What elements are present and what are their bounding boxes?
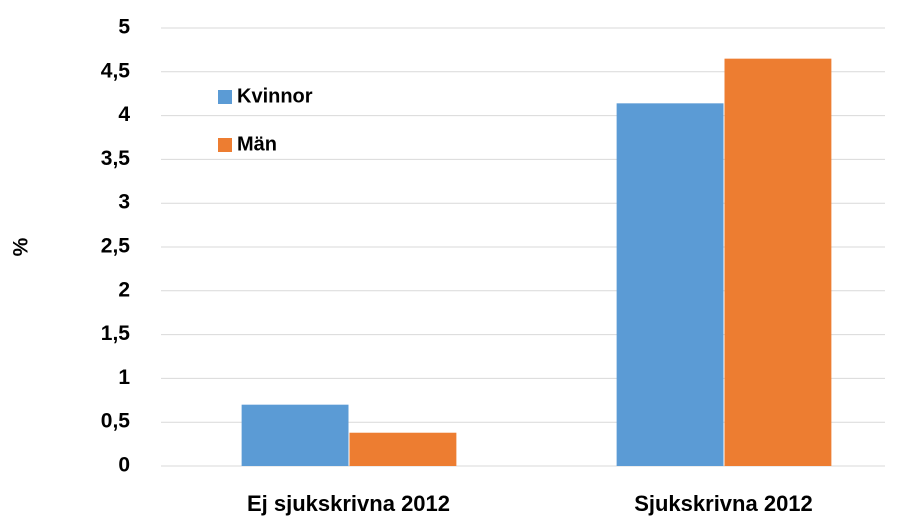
bar	[349, 432, 457, 466]
legend-swatch	[218, 90, 232, 104]
y-tick-label: 4	[118, 103, 130, 126]
legend-swatch	[218, 138, 232, 152]
legend-label: Män	[237, 133, 277, 155]
y-tick-label: 4,5	[101, 59, 131, 82]
y-tick-label: 3	[118, 191, 130, 214]
y-tick-label: 5	[118, 16, 130, 39]
y-tick-label: 1,5	[101, 322, 131, 345]
y-tick-label: 1	[118, 366, 130, 389]
bar	[241, 404, 349, 466]
y-tick-label: 3,5	[101, 147, 131, 170]
bar	[724, 58, 832, 466]
x-tick-label: Sjukskrivna 2012	[634, 491, 813, 516]
y-tick-label: 2	[118, 278, 130, 301]
x-tick-label: Ej sjukskrivna 2012	[247, 491, 450, 516]
legend-label: Kvinnor	[237, 85, 313, 107]
bar	[616, 103, 724, 466]
y-axis-label: %	[10, 237, 33, 256]
y-tick-label: 2,5	[101, 235, 131, 258]
y-tick-label: 0	[118, 454, 130, 477]
y-tick-label: 0,5	[101, 410, 131, 433]
